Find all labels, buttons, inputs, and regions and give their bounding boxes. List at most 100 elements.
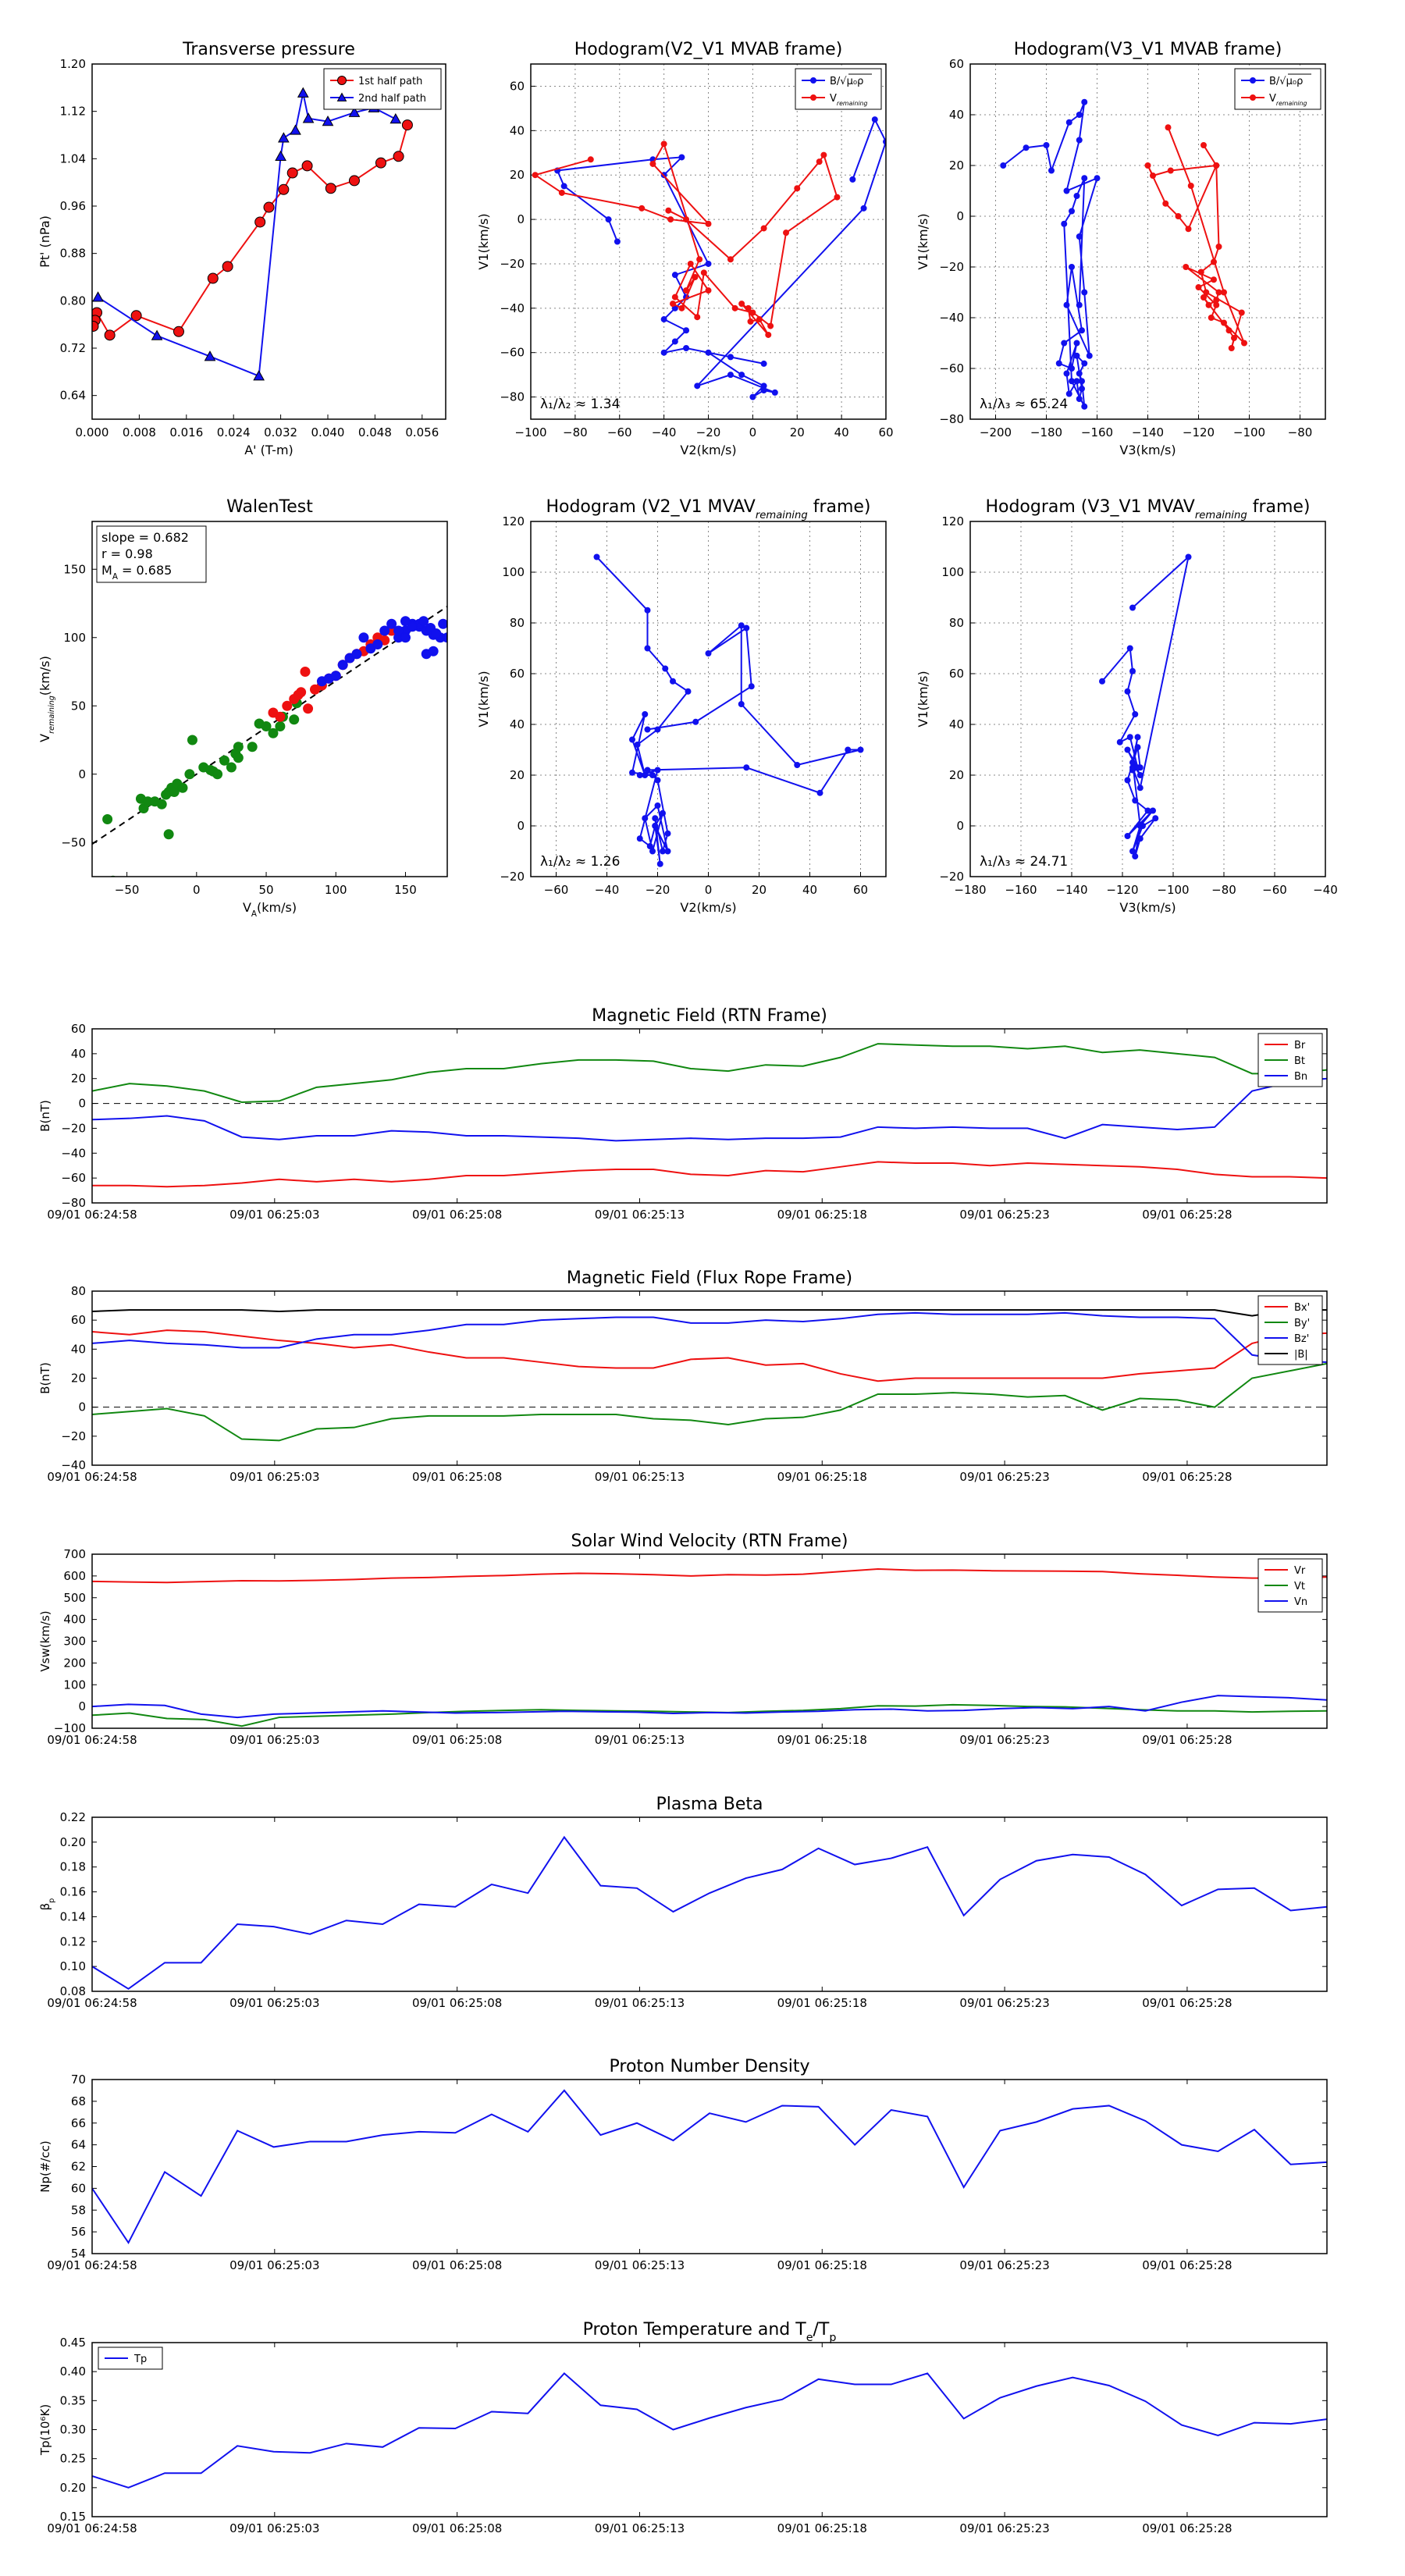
x-tick-label: 0.056	[405, 425, 439, 439]
data-point	[379, 625, 390, 636]
data-point	[219, 755, 230, 766]
y-tick-label: 50	[71, 699, 86, 713]
y-tick-label: 200	[63, 1656, 86, 1670]
data-point	[646, 843, 653, 849]
data-point	[322, 116, 334, 126]
data-point	[204, 350, 216, 361]
data-point	[431, 628, 442, 639]
x-tick-label: 09/01 06:25:08	[412, 2521, 502, 2535]
x-axis-label: V2(km/s)	[680, 900, 736, 915]
y-tick-label: −40	[61, 1458, 86, 1472]
series-line-Bn	[92, 1077, 1327, 1142]
data-point	[760, 360, 767, 367]
y-tick-label: 100	[63, 631, 86, 645]
annotation-text: λ₁/λ₃ ≈ 24.71	[980, 854, 1068, 870]
data-point	[428, 646, 439, 656]
data-point	[1129, 848, 1136, 855]
plot-area	[92, 1835, 1327, 1991]
data-point	[1124, 688, 1131, 695]
axes-frame	[969, 521, 1326, 877]
legend-label: Vn	[1294, 1596, 1307, 1608]
series-line-Bz-	[92, 1311, 1327, 1364]
x-tick-label: −120	[1106, 883, 1138, 897]
y-tick-label: −40	[61, 1146, 86, 1160]
data-point	[1241, 340, 1247, 347]
x-tick-label: 09/01 06:25:28	[1142, 2521, 1232, 2535]
y-tick-label: −80	[500, 390, 525, 404]
y-tick-label: 0.72	[60, 341, 86, 355]
data-point	[1076, 370, 1083, 377]
data-point	[1069, 264, 1075, 270]
data-point	[372, 639, 383, 649]
data-point	[1132, 711, 1139, 717]
y-tick-label: −80	[939, 412, 964, 426]
y-tick-label: −20	[939, 870, 964, 884]
chart-title: WalenTest	[226, 497, 313, 517]
data-point	[1069, 208, 1075, 215]
axes-frame	[91, 1816, 1328, 1992]
y-tick-label: −40	[500, 301, 525, 315]
data-point	[654, 726, 661, 733]
y-tick-label: 58	[71, 2203, 86, 2217]
y-tick-label: 0.35	[60, 2393, 86, 2407]
chart-title: Solar Wind Velocity (RTN Frame)	[571, 1532, 848, 1551]
data-point	[1203, 289, 1210, 296]
x-tick-label: 09/01 06:25:08	[412, 2258, 502, 2272]
data-point	[1061, 220, 1068, 227]
data-point	[660, 848, 666, 855]
data-point	[389, 112, 402, 124]
data-point	[268, 728, 279, 738]
data-point	[1144, 162, 1151, 169]
data-point	[1152, 815, 1159, 822]
data-point	[400, 616, 411, 627]
x-tick-label: −200	[980, 425, 1012, 439]
data-point	[401, 119, 413, 131]
data-point	[760, 225, 767, 232]
data-point	[845, 746, 852, 753]
x-tick-label: 0.008	[123, 425, 156, 439]
y-tick-label: −60	[500, 346, 525, 360]
x-tick-label: 0.032	[264, 425, 297, 439]
series-line-Bt	[92, 1043, 1327, 1103]
data-point	[1063, 301, 1070, 308]
data-point	[860, 205, 867, 212]
x-tick-label: 09/01 06:25:08	[412, 1733, 502, 1747]
data-point	[634, 742, 641, 748]
data-point	[1195, 284, 1202, 290]
data-point	[289, 714, 300, 725]
data-point	[820, 151, 827, 158]
x-tick-label: 09/01 06:25:08	[412, 1470, 502, 1484]
x-tick-label: −60	[607, 425, 632, 439]
chart-vsw: 09/01 06:24:58 09/01 06:25:03 09/01 06:25:…	[38, 1532, 1328, 1747]
data-point	[767, 322, 774, 329]
x-tick-label: 09/01 06:25:13	[595, 1470, 685, 1484]
y-axis-label: Vsw(km/s)	[38, 1610, 52, 1671]
legend-label: Bt	[1294, 1055, 1305, 1067]
x-tick-label: 0.048	[358, 425, 392, 439]
data-point	[275, 150, 286, 161]
x-tick-label: 09/01 06:25:03	[229, 2258, 319, 2272]
x-tick-label: −160	[1005, 883, 1037, 897]
data-point	[1129, 764, 1136, 771]
data-point	[638, 205, 646, 212]
y-axis-label: Pt' (nPa)	[37, 215, 52, 268]
y-tick-label: 120	[941, 514, 964, 528]
chart-title: Hodogram(V3_V1 MVAB frame)	[1014, 40, 1282, 59]
data-point	[92, 291, 104, 302]
data-point	[1076, 301, 1083, 308]
data-point	[660, 809, 666, 817]
y-tick-label: 0	[517, 819, 525, 833]
data-point	[683, 216, 690, 223]
data-point	[642, 772, 649, 778]
y-axis-label: Vremaining(km/s)	[37, 656, 56, 742]
data-point	[1124, 777, 1131, 784]
legend-label: Br	[1294, 1040, 1306, 1051]
data-point	[1000, 162, 1007, 169]
x-tick-label: 09/01 06:25:13	[595, 1733, 685, 1747]
legend-box	[1234, 68, 1321, 110]
data-point	[748, 683, 755, 690]
x-tick-label: 09/01 06:25:28	[1142, 2258, 1232, 2272]
x-tick-label: 09/01 06:25:28	[1142, 1208, 1232, 1222]
data-point	[662, 665, 669, 672]
